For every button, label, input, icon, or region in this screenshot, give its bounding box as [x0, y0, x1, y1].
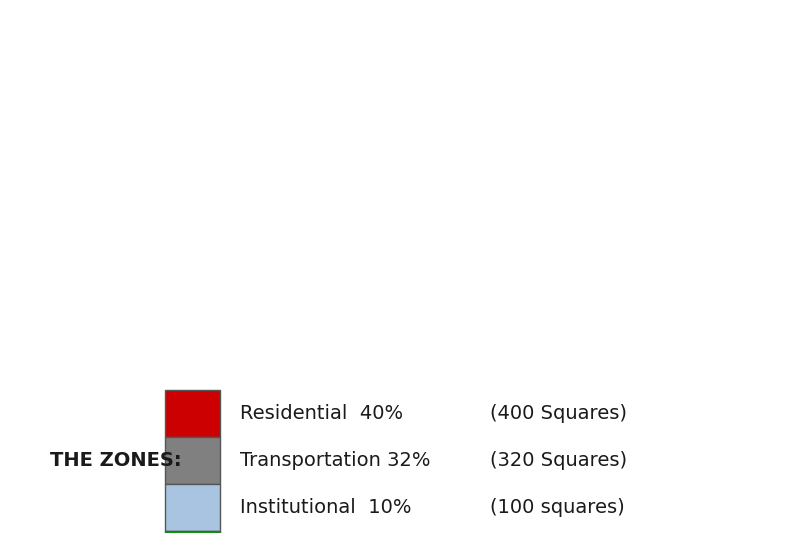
- Text: (100 squares): (100 squares): [490, 498, 625, 517]
- Text: THE ZONES:: THE ZONES:: [50, 450, 182, 470]
- Bar: [165, 390, 220, 437]
- Bar: [165, 531, 220, 533]
- Text: Transportation 32%: Transportation 32%: [240, 451, 430, 470]
- Text: Institutional  10%: Institutional 10%: [240, 498, 411, 517]
- Text: (320 Squares): (320 Squares): [490, 451, 627, 470]
- Bar: [165, 437, 220, 484]
- Text: (400 Squares): (400 Squares): [490, 404, 627, 423]
- Bar: [165, 484, 220, 531]
- Text: Residential  40%: Residential 40%: [240, 404, 403, 423]
